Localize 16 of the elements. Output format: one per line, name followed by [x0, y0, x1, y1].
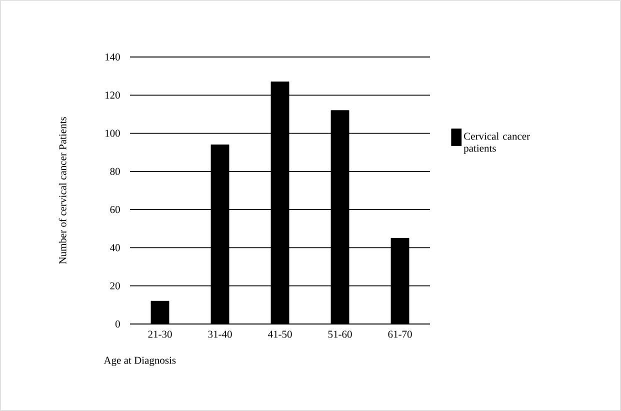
y-tick-label: 40: [110, 244, 120, 252]
y-tick-label: 20: [110, 282, 120, 290]
x-axis-title: Age at Diagnosis: [104, 356, 176, 366]
y-tick-label: 140: [105, 53, 120, 61]
y-tick-label: 60: [110, 206, 120, 214]
x-tick-label: 21-30: [148, 330, 172, 338]
y-axis-title: Number of cervical cancer Patients: [58, 117, 66, 264]
x-tick-label: 41-50: [268, 330, 292, 338]
legend-label: Cervical cancer patients: [464, 132, 530, 154]
x-tick-label: 51-60: [328, 330, 352, 338]
y-tick-label: 0: [115, 320, 120, 328]
y-tick-label: 100: [105, 130, 120, 137]
y-tick-label: 80: [110, 168, 120, 175]
x-tick-label: 31-40: [208, 330, 232, 338]
y-tick-label: 120: [105, 92, 120, 99]
x-tick-label: 61-70: [388, 330, 412, 338]
